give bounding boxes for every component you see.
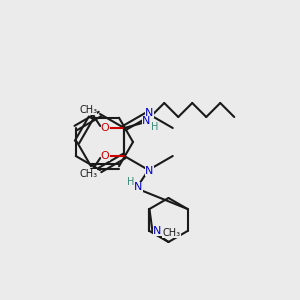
Text: CH₃: CH₃	[79, 105, 97, 115]
Text: N: N	[145, 108, 154, 118]
Text: N: N	[134, 182, 143, 192]
Text: O: O	[101, 123, 110, 133]
Text: H: H	[151, 122, 158, 132]
Text: CH₃: CH₃	[162, 228, 181, 238]
Text: N: N	[142, 116, 150, 126]
Text: O: O	[101, 151, 110, 161]
Text: N: N	[145, 166, 154, 176]
Text: N: N	[153, 226, 162, 236]
Text: H: H	[127, 177, 134, 187]
Text: CH₃: CH₃	[79, 169, 97, 179]
